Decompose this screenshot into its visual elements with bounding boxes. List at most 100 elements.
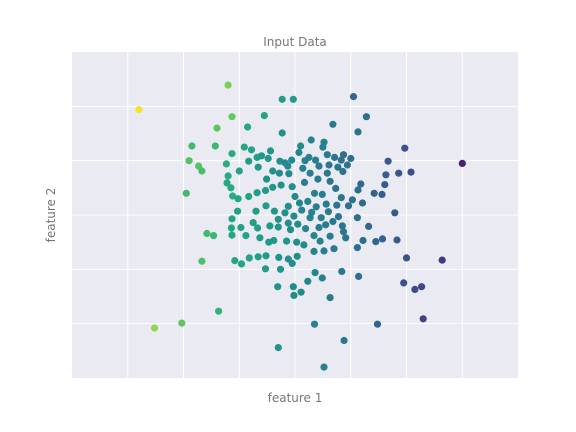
- scatter-point: [228, 150, 236, 158]
- scatter-point: [274, 283, 282, 291]
- scatter-point: [286, 226, 295, 234]
- scatter-point: [393, 236, 401, 244]
- scatter-point: [275, 169, 283, 177]
- scatter-point: [381, 181, 389, 189]
- scatter-point: [326, 294, 334, 302]
- scatter-point: [254, 163, 262, 171]
- scatter-point: [372, 238, 380, 246]
- scatter-point: [252, 207, 260, 215]
- scatter-point: [382, 171, 390, 179]
- scatter-point: [281, 209, 289, 217]
- scatter-point: [228, 113, 236, 121]
- scatter-point: [391, 209, 399, 217]
- scatter-point: [337, 156, 345, 164]
- scatter-point: [304, 277, 312, 285]
- scatter-point: [301, 157, 309, 165]
- scatter-point: [231, 257, 239, 265]
- scatter-point: [330, 245, 338, 253]
- scatter-point: [339, 228, 348, 236]
- scatter-point: [324, 208, 332, 216]
- scatter-point: [458, 159, 466, 167]
- scatter-point: [407, 168, 415, 176]
- scatter-point: [334, 163, 342, 171]
- scatter-point: [310, 189, 319, 197]
- scatter-point: [300, 178, 309, 186]
- scatter-point: [269, 167, 277, 175]
- scatter-point: [290, 212, 298, 220]
- scatter-point: [150, 324, 159, 332]
- scatter-point: [266, 222, 274, 230]
- scatter-point: [245, 192, 253, 201]
- scatter-point: [297, 288, 305, 296]
- scatter-point: [245, 157, 253, 165]
- scatter-point: [210, 232, 218, 240]
- scatter-point: [365, 222, 373, 230]
- scatter-point: [338, 222, 346, 230]
- scatter-point: [254, 224, 262, 232]
- scatter-point: [340, 336, 348, 345]
- scatter-point: [342, 234, 350, 242]
- scatter-point: [223, 179, 231, 187]
- scatter-point: [293, 252, 301, 260]
- scatter-point: [323, 151, 331, 159]
- scatter-point: [315, 223, 323, 232]
- scatter-point: [229, 192, 237, 200]
- scatter-point: [348, 196, 356, 204]
- scatter-point: [320, 363, 328, 371]
- scatter-point: [224, 81, 232, 89]
- scatter-point: [213, 124, 221, 132]
- scatter-point: [353, 244, 361, 252]
- scatter-point: [359, 236, 367, 245]
- scatter-point: [288, 156, 296, 164]
- scatter-point: [325, 161, 333, 169]
- scatter-point: [135, 106, 143, 114]
- scatter-point: [262, 202, 270, 210]
- scatter-point: [322, 221, 330, 229]
- scatter-point: [198, 257, 206, 265]
- x-axis-label: feature 1: [268, 391, 323, 405]
- scatter-point: [288, 183, 296, 191]
- scatter-point: [253, 153, 261, 161]
- scatter-point: [254, 253, 262, 261]
- scatter-point: [310, 232, 318, 240]
- scatter-point: [283, 237, 291, 245]
- y-axis-label: feature 2: [44, 188, 58, 243]
- scatter-point: [316, 237, 324, 245]
- scatter-point: [343, 161, 351, 169]
- scatter-point: [266, 147, 275, 155]
- scatter-point: [269, 183, 277, 191]
- scatter-point: [285, 170, 293, 178]
- scatter-point: [320, 247, 328, 255]
- scatter-point: [203, 229, 211, 238]
- scatter-point: [262, 252, 270, 260]
- scatter-point: [290, 291, 298, 299]
- scatter-point: [308, 208, 316, 216]
- scatter-point: [400, 279, 408, 287]
- scatter-point: [337, 194, 345, 202]
- scatter-point: [319, 143, 327, 151]
- scatter-point: [344, 202, 353, 210]
- scatter-point: [188, 142, 196, 150]
- scatter-point: [354, 128, 362, 136]
- scatter-point: [318, 274, 326, 282]
- scatter-point: [276, 265, 285, 273]
- chart-title: Input Data: [263, 35, 327, 49]
- scatter-point: [310, 247, 318, 255]
- scatter-point: [295, 148, 303, 157]
- scatter-point: [318, 190, 326, 198]
- scatter-point: [198, 167, 206, 175]
- scatter-point: [291, 192, 299, 201]
- scatter-point: [332, 184, 340, 192]
- scatter-point: [293, 238, 301, 246]
- scatter-point: [295, 199, 304, 207]
- scatter-point: [263, 175, 271, 183]
- scatter-point: [411, 285, 419, 293]
- scatter-point: [294, 220, 302, 228]
- scatter-point: [284, 202, 292, 210]
- scatter-point: [244, 123, 252, 131]
- scatter-point: [401, 144, 409, 152]
- scatter-point: [260, 112, 268, 120]
- scatter-point: [317, 214, 325, 222]
- scatter-point: [326, 232, 334, 240]
